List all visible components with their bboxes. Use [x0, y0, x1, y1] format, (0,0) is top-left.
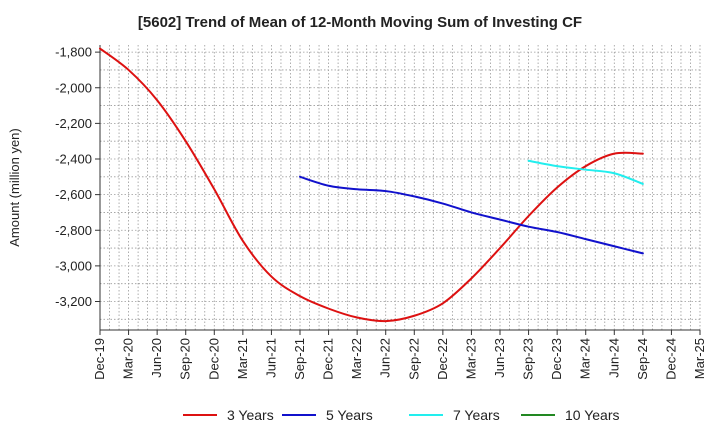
x-tick-label: Mar-24 — [578, 338, 593, 379]
legend-item-10-years: 10 Years — [521, 404, 620, 426]
chart-legend: 3 Years 5 Years 7 Years 10 Years — [0, 404, 720, 426]
y-tick-label: -2,400 — [55, 152, 92, 167]
x-tick-label: Dec-23 — [549, 338, 564, 380]
y-tick-label: -1,800 — [55, 45, 92, 60]
series-line-7-years — [527, 159, 644, 185]
x-tick-label: Jun-24 — [606, 338, 621, 378]
x-tick-label: Jun-21 — [263, 338, 278, 378]
y-tick-label: -2,000 — [55, 80, 92, 95]
y-tick-label: -2,800 — [55, 223, 92, 238]
plot-area — [100, 45, 700, 330]
line-chart: -1,800 -2,000 -2,200 -2,400 -2,600 -2,800 -3,0… — [7, 45, 707, 380]
legend-swatch — [282, 414, 316, 416]
chart-title: [5602] Trend of Mean of 12-Month Moving … — [137, 14, 583, 31]
legend-label: 7 Years — [453, 407, 500, 423]
x-tick-label: Jun-20 — [149, 338, 164, 378]
legend-item-7-years: 7 Years — [409, 404, 500, 426]
legend-swatch — [409, 414, 443, 416]
x-tick-label: Mar-21 — [235, 338, 250, 379]
legend-item-3-years: 3 Years — [183, 404, 274, 426]
x-tick-label: Jun-23 — [492, 338, 507, 378]
x-tick-label: Dec-22 — [435, 338, 450, 380]
x-tick-label: Sep-22 — [406, 338, 421, 380]
legend-swatch — [521, 414, 555, 416]
y-tick-label: -3,000 — [55, 258, 92, 273]
legend-label: 10 Years — [565, 407, 620, 423]
x-tick-label: Sep-21 — [292, 338, 307, 380]
legend-item-5-years: 5 Years — [282, 404, 373, 426]
series-line-3-years — [99, 47, 644, 323]
x-tick-label: Dec-20 — [206, 338, 221, 380]
y-tick-label: -2,200 — [55, 116, 92, 131]
x-tick-label: Jun-22 — [378, 338, 393, 378]
x-tick-label: Mar-23 — [463, 338, 478, 379]
x-tick-label: Dec-19 — [92, 338, 107, 380]
y-tick-label: -2,600 — [55, 187, 92, 202]
x-tick-label: Mar-20 — [121, 338, 136, 379]
x-tick-label: Mar-25 — [692, 338, 707, 379]
x-tick-label: Sep-23 — [521, 338, 536, 380]
x-tick-label: Sep-20 — [178, 338, 193, 380]
legend-label: 5 Years — [326, 407, 373, 423]
legend-swatch — [183, 414, 217, 416]
x-tick-label: Mar-22 — [349, 338, 364, 379]
y-axis-title: Amount (million yen) — [7, 128, 22, 247]
x-tick-label: Dec-24 — [663, 338, 678, 380]
x-tick-label: Dec-21 — [321, 338, 336, 380]
legend-label: 3 Years — [227, 407, 274, 423]
x-tick-label: Sep-24 — [635, 338, 650, 380]
y-tick-label: -3,200 — [55, 294, 92, 309]
series-line-5-years — [299, 175, 644, 255]
